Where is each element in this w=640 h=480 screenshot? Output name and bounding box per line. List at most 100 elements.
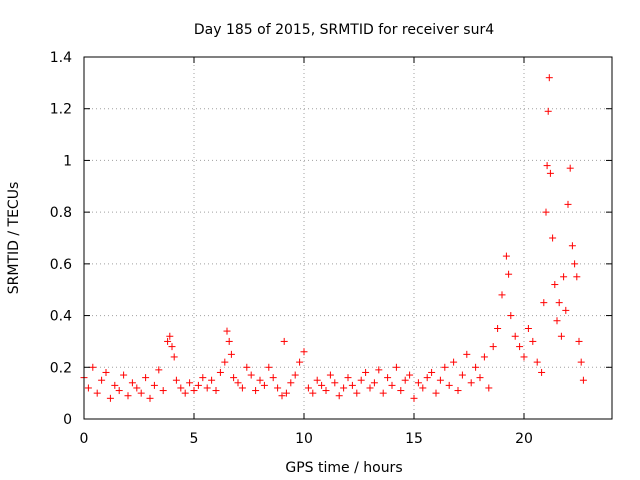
data-point [520,353,528,361]
data-point [568,242,576,250]
data-point [111,381,119,389]
chart-title: Day 185 of 2015, SRMTID for receiver sur… [194,22,494,38]
data-point [344,374,352,382]
data-point [282,389,290,397]
data-point [256,376,264,384]
data-point [238,384,246,392]
data-point [335,392,343,400]
data-point [529,337,537,345]
x-tick-label: 10 [295,431,313,447]
data-point [322,387,330,395]
data-point [260,381,268,389]
y-tick-label: 0 [63,412,72,428]
x-tick-label: 5 [190,431,199,447]
data-point [388,381,396,389]
data-point [494,325,502,332]
data-point [216,368,224,376]
data-point [133,384,141,392]
data-point [247,371,255,379]
data-point [557,332,565,340]
data-point [454,387,462,395]
data-point [516,343,524,351]
data-point [472,363,480,371]
y-tick-label: 0.8 [50,205,72,221]
data-point [542,208,550,216]
data-points [80,74,587,402]
data-point [445,381,453,389]
data-point [318,381,326,389]
data-point [353,389,361,397]
data-point [441,363,449,371]
data-point [419,384,427,392]
y-tick-label: 1 [63,153,72,169]
y-axis-label: SRMTID / TECUs [6,182,22,295]
x-tick-label: 20 [515,431,533,447]
data-point [102,368,110,376]
data-point [485,384,493,392]
data-point [230,374,238,382]
data-point [181,389,189,397]
axis-ticks: 0 0.2 0.4 0.6 0.8 1 1.2 1.4 0 5 10 15 20 [50,50,612,447]
data-point [571,260,579,268]
data-point [366,384,374,392]
data-point [137,389,145,397]
data-point [159,387,167,395]
data-point [498,291,506,299]
data-point [450,358,458,366]
data-point [172,376,180,384]
data-point [124,392,132,400]
data-point [551,281,559,289]
data-point [397,387,405,395]
data-point [280,337,288,345]
data-point [575,337,583,345]
data-point [313,376,321,384]
data-point [392,363,400,371]
data-point [546,169,554,177]
data-point [252,387,260,395]
data-point [564,200,572,208]
data-point [300,348,308,356]
x-tick-label: 15 [405,431,423,447]
data-point [287,379,295,387]
data-point [566,164,574,172]
data-point [401,376,409,384]
data-point [562,306,570,314]
data-point [274,384,282,392]
data-point [168,343,176,351]
y-tick-label: 0.6 [50,257,72,273]
data-point [166,332,174,340]
data-point [269,374,277,382]
data-point [98,376,106,384]
data-point [146,394,154,402]
data-point [115,387,123,395]
data-point [227,350,235,358]
data-point [549,234,557,242]
data-point [243,363,251,371]
data-point [555,299,563,307]
data-point [543,162,551,170]
data-point [502,252,510,260]
data-point [150,381,158,389]
plot-frame [83,56,613,420]
data-point [186,379,194,387]
data-point [524,325,532,332]
data-point [511,332,519,340]
data-point [304,384,312,392]
data-point [93,389,101,397]
data-point [436,376,444,384]
data-point [89,363,97,371]
y-tick-label: 0.2 [50,360,72,376]
data-point [142,374,150,382]
data-point [505,270,513,278]
data-point [577,358,585,366]
data-point [579,376,587,384]
data-point [545,74,553,82]
data-point [84,384,92,392]
data-point [199,374,207,382]
data-point [291,371,299,379]
data-point [190,387,198,395]
data-point [533,358,541,366]
data-point [467,379,475,387]
